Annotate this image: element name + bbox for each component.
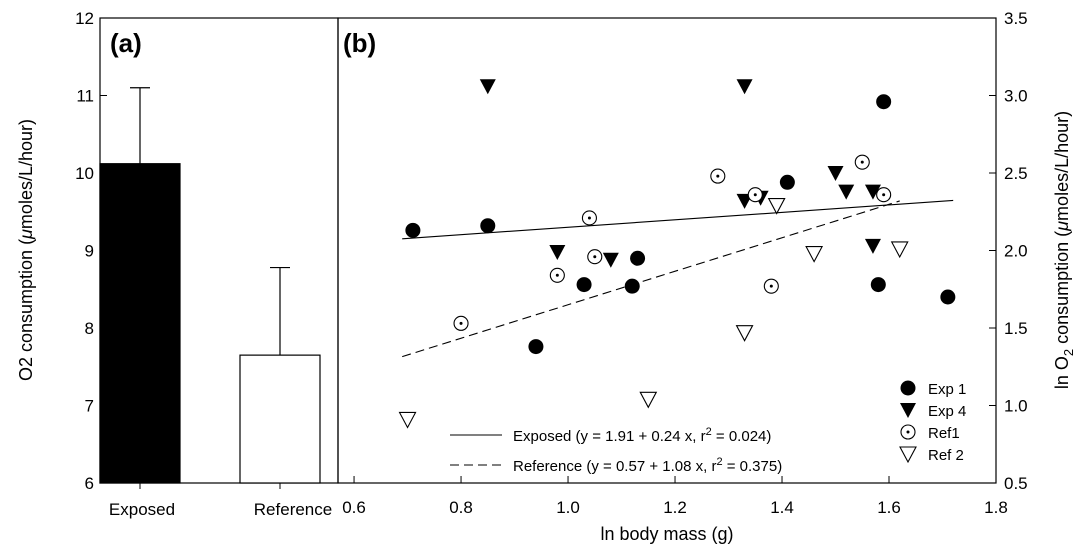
point-exp-4 <box>864 238 881 254</box>
legend-marker-exp-1 <box>900 380 916 396</box>
point-ref1 <box>587 249 603 265</box>
point-exp-4 <box>864 184 881 200</box>
y-tick-label: 8 <box>85 319 94 338</box>
panel-b-y-axis-title: ln O2 consumption (μmoles/L/hour) <box>1052 111 1076 389</box>
legend-label: Exp 1 <box>928 381 966 398</box>
point-ref1 <box>854 154 870 170</box>
legend-marker-ref1 <box>900 424 916 440</box>
panel-b: (b) 0.6 0.8 1.0 1.2 1.4 1.6 1.8 0.5 1.0 1.5 2.0 2.… <box>337 9 1076 544</box>
y-tick-label: 3.5 <box>1004 9 1028 28</box>
point-exp-1 <box>630 250 646 266</box>
point-exp-1 <box>779 174 795 190</box>
bar-exposed <box>99 163 181 484</box>
point-ref-2 <box>735 325 754 342</box>
panel-b-letter: (b) <box>343 28 376 58</box>
point-ref1 <box>581 210 597 226</box>
y-tick-label: 1.0 <box>1004 397 1028 416</box>
panel-b-y-ticks: 0.5 1.0 1.5 2.0 2.5 3.0 3.5 <box>989 9 1028 493</box>
x-tick-label: 1.6 <box>877 498 901 517</box>
point-exp-1 <box>480 218 496 234</box>
x-tick-label: 1.0 <box>556 498 580 517</box>
y-tick-label: 6 <box>85 474 94 493</box>
point-ref1 <box>876 187 892 203</box>
y-tick-label: 2.0 <box>1004 242 1028 261</box>
y-tick-label: 9 <box>85 242 94 261</box>
fit-line-reference <box>402 200 900 358</box>
point-ref1 <box>453 315 469 331</box>
fit-legend-label: Exposed (y = 1.91 + 0.24 x, r2 = 0.024) <box>513 426 771 445</box>
point-exp-4 <box>838 184 855 200</box>
legend-marker-exp-4 <box>900 403 916 418</box>
point-ref1 <box>763 278 779 294</box>
point-ref-2 <box>398 411 417 429</box>
point-exp-1 <box>405 222 421 238</box>
y-tick-label: 7 <box>85 397 94 416</box>
point-exp-4 <box>827 166 844 181</box>
point-exp-1 <box>870 277 886 293</box>
y-tick-label: 2.5 <box>1004 164 1028 183</box>
panel-b-fit-lines <box>402 199 954 358</box>
x-tick-label: 1.4 <box>770 498 794 517</box>
point-exp-1 <box>576 277 592 293</box>
point-exp-4 <box>736 79 753 95</box>
point-ref-2 <box>767 198 786 215</box>
point-ref-2 <box>639 391 658 409</box>
panel-b-x-axis-title: ln body mass (g) <box>600 524 733 544</box>
x-tick-label: 0.8 <box>449 498 473 517</box>
point-exp-4 <box>549 245 566 261</box>
category-label: Exposed <box>109 500 175 519</box>
panel-a-y-axis-title: O2 consumption (μmoles/L/hour) <box>16 119 36 381</box>
y-tick-label: 3.0 <box>1004 87 1028 106</box>
category-label: Reference <box>254 500 332 519</box>
panel-a-letter: (a) <box>110 28 142 58</box>
bar-reference <box>239 354 321 484</box>
y-tick-label: 12 <box>75 9 94 28</box>
fit-line-exposed <box>402 199 954 240</box>
panel-a-bars: Exposed Reference <box>99 87 332 519</box>
point-exp-4 <box>479 79 496 95</box>
x-tick-label: 0.6 <box>342 498 366 517</box>
point-ref-2 <box>890 241 909 259</box>
point-exp-1 <box>940 289 956 305</box>
point-exp-1 <box>528 339 544 355</box>
fit-legend-label: Reference (y = 0.57 + 1.08 x, r2 = 0.375… <box>513 456 782 475</box>
y-tick-label: 0.5 <box>1004 474 1028 493</box>
panel-b-points <box>398 79 956 429</box>
point-exp-1 <box>624 278 640 294</box>
panel-a-y-ticks: 6 7 8 9 10 11 12 <box>75 9 107 493</box>
panel-a: (a) 6 7 8 9 10 11 12 Exposed Reference O2 consu… <box>16 9 339 519</box>
point-exp-4 <box>602 252 619 268</box>
panel-b-x-ticks: 0.6 0.8 1.0 1.2 1.4 1.6 1.8 <box>342 476 1008 517</box>
point-ref1 <box>747 187 763 203</box>
point-ref-2 <box>805 246 824 263</box>
x-tick-label: 1.8 <box>984 498 1008 517</box>
y-tick-label: 10 <box>75 164 94 183</box>
x-tick-label: 1.2 <box>663 498 687 517</box>
y-tick-label: 1.5 <box>1004 319 1028 338</box>
panel-b-legend: Exp 1 Exp 4 Ref1 Ref 2 <box>899 380 966 464</box>
point-exp-1 <box>876 94 892 110</box>
point-ref1 <box>549 267 565 283</box>
legend-label: Ref1 <box>928 425 960 442</box>
legend-label: Ref 2 <box>928 447 964 464</box>
legend-label: Exp 4 <box>928 403 966 420</box>
y-tick-label: 11 <box>76 87 94 106</box>
panel-b-fit-legend: Exposed (y = 1.91 + 0.24 x, r2 = 0.024) R… <box>450 426 782 475</box>
point-ref1 <box>710 168 726 184</box>
legend-marker-ref-2 <box>899 446 917 464</box>
